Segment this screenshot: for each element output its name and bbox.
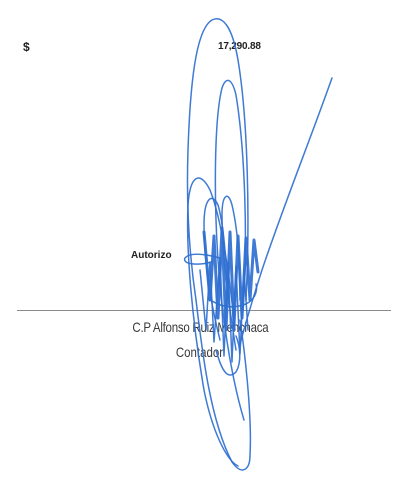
- authorized-label: Autorizo: [131, 250, 172, 261]
- signer-name: C.P Alfonso Ruiz Menchaca: [132, 319, 269, 335]
- signature-line: [17, 310, 391, 311]
- signer-title: Contador: [175, 344, 224, 360]
- currency-symbol: $: [23, 40, 30, 54]
- amount-value: 17,290.88: [218, 41, 261, 52]
